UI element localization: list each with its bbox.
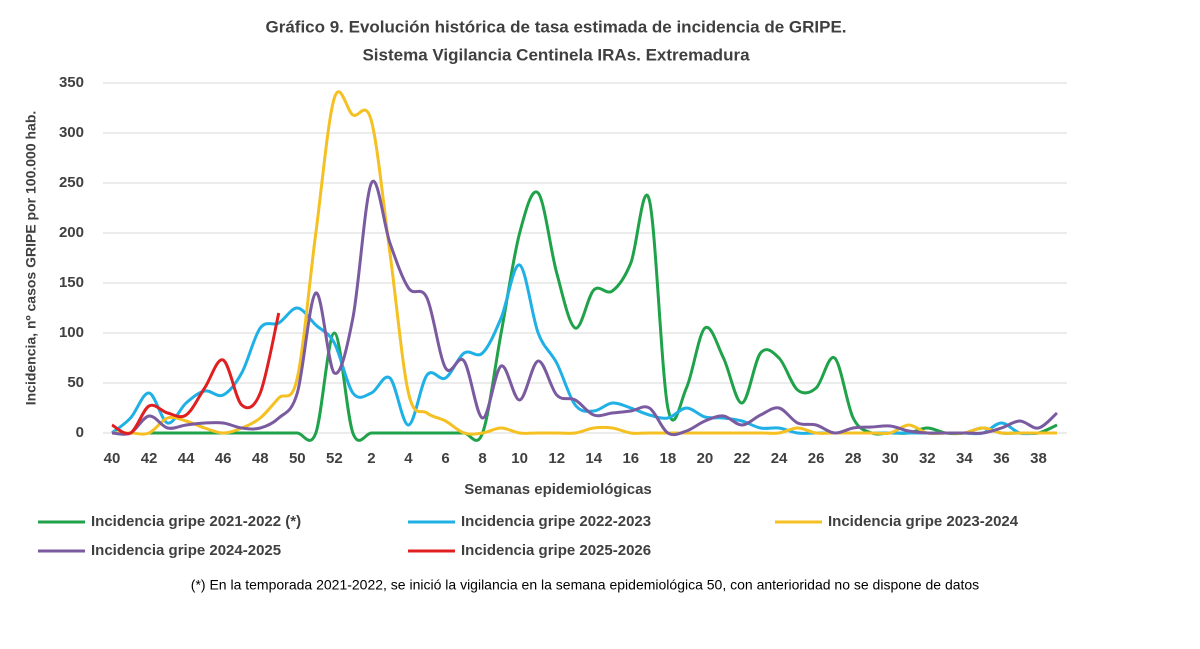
x-tick-label: 10: [511, 450, 528, 467]
series-line: [111, 312, 281, 436]
x-tick-label: 36: [993, 450, 1010, 467]
chart-title: Gráfico 9. Evolución histórica de tasa e…: [265, 17, 846, 36]
legend-label: Incidencia gripe 2025-2026: [461, 542, 651, 559]
chart-subtitle: Sistema Vigilancia Centinela IRAs. Extre…: [362, 45, 750, 64]
x-tick-label: 40: [104, 450, 121, 467]
x-tick-label: 8: [478, 450, 486, 467]
legend-label: Incidencia gripe 2021-2022 (*): [91, 513, 301, 530]
x-tick-label: 2: [367, 450, 375, 467]
y-tick-label: 200: [59, 224, 84, 241]
x-tick-label: 6: [441, 450, 449, 467]
x-tick-label: 16: [622, 450, 639, 467]
y-tick-label: 250: [59, 174, 84, 191]
x-tick-label: 20: [697, 450, 714, 467]
y-tick-label: 0: [76, 424, 84, 441]
x-tick-label: 4: [404, 450, 413, 467]
x-tick-label: 18: [660, 450, 677, 467]
x-tick-label: 26: [808, 450, 825, 467]
x-tick-label: 30: [882, 450, 899, 467]
y-tick-label: 50: [67, 374, 84, 391]
x-tick-label: 34: [956, 450, 973, 467]
legend-label: Incidencia gripe 2024-2025: [91, 542, 281, 559]
x-tick-label: 50: [289, 450, 306, 467]
series-line: [111, 179, 1059, 437]
x-tick-label: 24: [771, 450, 788, 467]
x-tick-label: 28: [845, 450, 862, 467]
footnote: (*) En la temporada 2021-2022, se inició…: [191, 577, 979, 593]
x-tick-label: 48: [252, 450, 269, 467]
x-tick-label: 22: [734, 450, 751, 467]
x-tick-label: 12: [548, 450, 565, 467]
x-tick-label: 44: [178, 450, 195, 467]
y-tick-label: 100: [59, 324, 84, 341]
y-axis-label: Incidencia, nº casos GRIPE por 100.000 h…: [23, 111, 39, 406]
x-tick-label: 46: [215, 450, 232, 467]
y-tick-label: 150: [59, 274, 84, 291]
legend-label: Incidencia gripe 2023-2024: [828, 513, 1019, 530]
x-tick-label: 42: [141, 450, 158, 467]
y-tick-label: 350: [59, 74, 84, 91]
series-line: [111, 90, 1057, 436]
x-tick-label: 32: [919, 450, 936, 467]
y-tick-label: 300: [59, 124, 84, 141]
x-tick-label: 14: [585, 450, 602, 467]
x-tick-label: 38: [1030, 450, 1047, 467]
series-line: [111, 263, 1057, 436]
x-tick-label: 52: [326, 450, 343, 467]
legend-label: Incidencia gripe 2022-2023: [461, 513, 651, 530]
x-axis-label: Semanas epidemiológicas: [464, 481, 652, 498]
